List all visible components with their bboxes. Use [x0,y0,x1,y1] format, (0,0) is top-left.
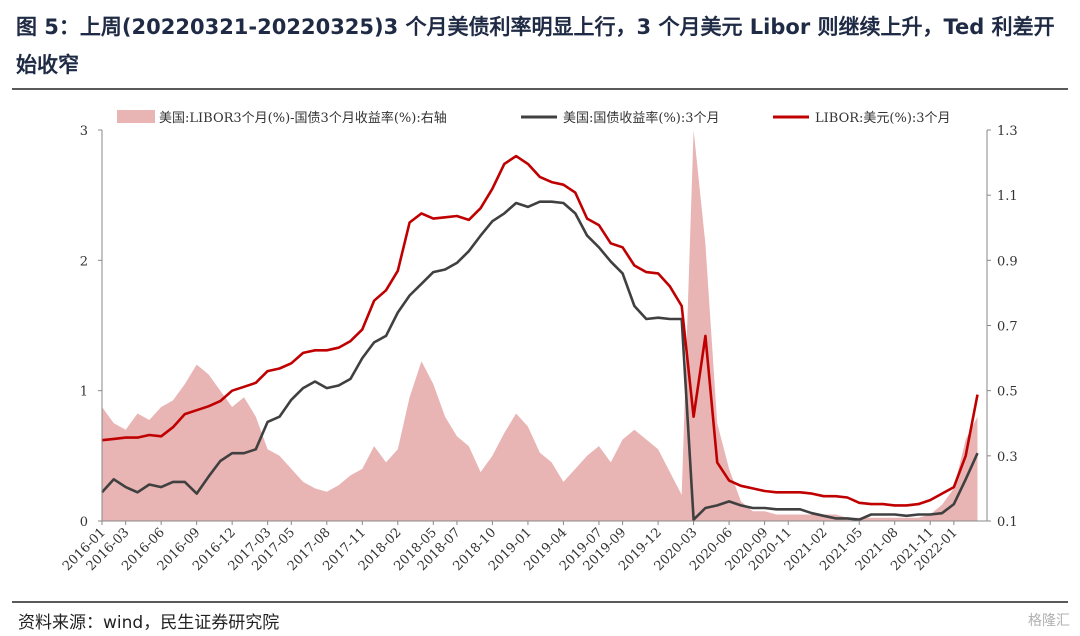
left-tick-label: 0 [80,515,88,530]
right-tick-label: 0.1 [997,515,1018,530]
source-note: 资料来源：wind，民生证券研究院 [18,613,280,633]
right-tick-label: 0.9 [997,254,1018,269]
left-tick-label: 2 [80,254,88,269]
legend-label: 美国:LIBOR3个月(%)-国债3个月收益率(%):右轴 [159,110,447,126]
legend-swatch-area [117,110,155,123]
right-tick-label: 1.1 [997,189,1018,204]
right-tick-label: 0.5 [997,385,1018,400]
chart-title: 图 5：上周(20220321-20220325)3 个月美债利率明显上行，3 … [16,15,1055,77]
top-divider [12,88,1068,90]
right-tick-label: 1.3 [997,124,1018,139]
bottom-divider [12,601,1068,603]
legend: 美国:LIBOR3个月(%)-国债3个月收益率(%):右轴 美国:国债收益率(%)… [117,110,951,126]
series-line-libor-3m [101,154,979,507]
series-line-treasury-3m [101,200,979,521]
watermark-logo: 格隆汇 [1028,613,1070,629]
left-tick-label: 1 [80,385,88,400]
plot-area [101,130,979,521]
left-tick-label: 3 [80,124,88,139]
legend-label: LIBOR:美元(%):3个月 [815,111,951,126]
right-tick-label: 0.3 [997,450,1018,465]
series-area-spread [102,130,978,521]
right-tick-label: 0.7 [997,320,1018,335]
legend-label: 美国:国债收益率(%):3个月 [563,110,720,126]
